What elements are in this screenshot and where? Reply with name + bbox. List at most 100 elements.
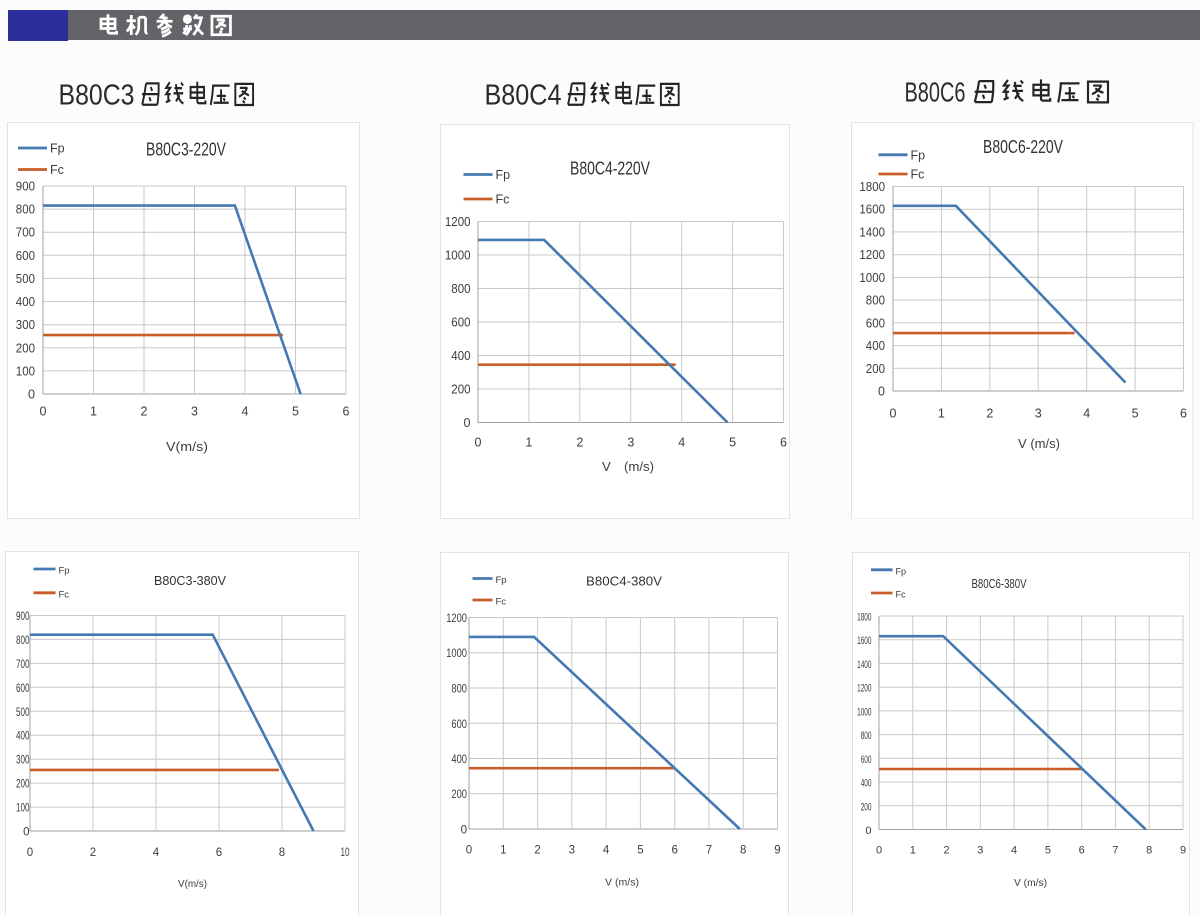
svg-text:B80C4: B80C4 <box>485 80 562 112</box>
svg-text:400: 400 <box>451 754 467 766</box>
svg-text:2: 2 <box>986 406 993 420</box>
svg-text:V (m/s): V (m/s) <box>602 459 654 474</box>
svg-text:9: 9 <box>774 844 780 856</box>
svg-text:1000: 1000 <box>857 706 871 718</box>
svg-text:0: 0 <box>40 405 47 419</box>
svg-text:0: 0 <box>474 435 481 449</box>
svg-text:1400: 1400 <box>859 225 885 239</box>
svg-text:5: 5 <box>292 405 299 419</box>
svg-text:800: 800 <box>861 730 872 742</box>
svg-text:1200: 1200 <box>446 613 467 625</box>
svg-text:1400: 1400 <box>857 658 871 670</box>
svg-text:1600: 1600 <box>859 202 885 216</box>
svg-text:6: 6 <box>671 844 677 856</box>
svg-text:8: 8 <box>1146 844 1152 856</box>
svg-text:200: 200 <box>451 789 467 801</box>
svg-text:1000: 1000 <box>446 648 467 660</box>
svg-text:700: 700 <box>16 659 30 671</box>
svg-text:5: 5 <box>1045 844 1051 856</box>
svg-text:Fp: Fp <box>59 566 70 577</box>
svg-text:0: 0 <box>27 847 33 859</box>
svg-text:4: 4 <box>678 435 685 449</box>
svg-text:6: 6 <box>216 847 222 859</box>
svg-text:5: 5 <box>1132 406 1139 420</box>
svg-text:6: 6 <box>343 405 350 419</box>
svg-text:0: 0 <box>466 844 472 856</box>
svg-text:400: 400 <box>16 295 35 309</box>
svg-text:3: 3 <box>1035 406 1042 420</box>
svg-text:1200: 1200 <box>857 682 871 694</box>
svg-text:4: 4 <box>1011 844 1017 856</box>
svg-text:4: 4 <box>603 844 610 856</box>
svg-text:Fp: Fp <box>911 148 926 162</box>
svg-text:100: 100 <box>16 364 35 378</box>
svg-text:1200: 1200 <box>444 215 470 229</box>
svg-text:Fc: Fc <box>911 167 925 181</box>
svg-text:Fc: Fc <box>495 192 509 206</box>
svg-text:600: 600 <box>16 249 35 263</box>
svg-text:0: 0 <box>865 825 871 837</box>
svg-text:500: 500 <box>16 272 35 286</box>
svg-text:1600: 1600 <box>857 635 871 647</box>
svg-text:0: 0 <box>461 824 467 836</box>
svg-text:600: 600 <box>861 753 872 765</box>
svg-text:1800: 1800 <box>859 180 885 194</box>
svg-text:0: 0 <box>463 416 470 430</box>
svg-text:B80C6-220V: B80C6-220V <box>983 137 1063 157</box>
svg-text:3: 3 <box>191 405 198 419</box>
svg-text:200: 200 <box>16 341 35 355</box>
svg-text:6: 6 <box>780 435 787 449</box>
svg-text:400: 400 <box>16 731 30 743</box>
svg-text:2: 2 <box>534 844 540 856</box>
svg-text:200: 200 <box>16 779 30 791</box>
svg-text:8: 8 <box>279 847 285 859</box>
svg-text:200: 200 <box>866 361 885 375</box>
svg-text:4: 4 <box>153 847 160 859</box>
svg-text:10: 10 <box>341 847 350 859</box>
svg-text:9: 9 <box>1180 844 1186 856</box>
svg-text:Fc: Fc <box>50 163 64 177</box>
svg-text:800: 800 <box>16 635 30 647</box>
svg-text:0: 0 <box>28 388 35 402</box>
svg-text:V (m/s): V (m/s) <box>605 876 639 888</box>
svg-text:5: 5 <box>729 435 736 449</box>
svg-text:3: 3 <box>569 844 575 856</box>
svg-text:B80C3-380V: B80C3-380V <box>154 573 226 588</box>
svg-text:900: 900 <box>16 611 30 623</box>
svg-text:3: 3 <box>977 844 983 856</box>
svg-text:2: 2 <box>141 405 148 419</box>
svg-text:100: 100 <box>16 803 30 815</box>
svg-text:300: 300 <box>16 318 35 332</box>
svg-text:4: 4 <box>242 405 249 419</box>
svg-text:700: 700 <box>16 226 35 240</box>
svg-text:V (m/s): V (m/s) <box>1014 877 1047 889</box>
svg-text:6: 6 <box>1180 406 1187 420</box>
svg-text:B80C4-380V: B80C4-380V <box>586 573 662 588</box>
svg-text:300: 300 <box>16 755 30 767</box>
svg-text:8: 8 <box>740 844 746 856</box>
svg-text:Fp: Fp <box>896 566 907 576</box>
svg-text:600: 600 <box>866 316 885 330</box>
svg-text:400: 400 <box>861 777 872 789</box>
svg-text:2: 2 <box>90 847 96 859</box>
svg-text:0: 0 <box>878 384 885 398</box>
svg-text:1: 1 <box>90 405 97 419</box>
svg-text:1: 1 <box>500 844 506 856</box>
svg-text:2: 2 <box>944 844 950 856</box>
svg-text:3: 3 <box>627 435 634 449</box>
svg-text:900: 900 <box>16 180 35 194</box>
svg-text:B80C6: B80C6 <box>905 77 966 108</box>
svg-text:B80C4-220V: B80C4-220V <box>570 158 650 178</box>
svg-text:800: 800 <box>451 282 470 296</box>
svg-text:6: 6 <box>1079 844 1085 856</box>
svg-text:B80C3-220V: B80C3-220V <box>146 140 226 160</box>
svg-text:0: 0 <box>890 406 897 420</box>
svg-text:200: 200 <box>451 382 470 396</box>
svg-text:600: 600 <box>16 683 30 695</box>
svg-text:Fp: Fp <box>50 142 65 156</box>
svg-text:Fp: Fp <box>495 168 510 182</box>
svg-text:Fc: Fc <box>496 596 507 607</box>
svg-text:1000: 1000 <box>859 270 885 284</box>
svg-text:B80C6-380V: B80C6-380V <box>972 577 1028 591</box>
svg-text:1: 1 <box>938 406 945 420</box>
